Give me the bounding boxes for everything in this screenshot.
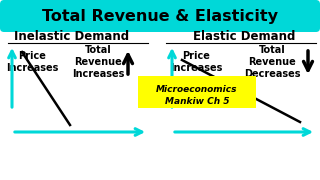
Text: Total
Revenue
Decreases: Total Revenue Decreases — [244, 45, 300, 79]
Text: Total
Revenue
Increases: Total Revenue Increases — [72, 45, 124, 79]
Text: Total Revenue & Elasticity: Total Revenue & Elasticity — [42, 8, 278, 24]
Text: Microeconomics: Microeconomics — [156, 86, 238, 94]
FancyBboxPatch shape — [0, 0, 320, 32]
Text: Mankiw Ch 5: Mankiw Ch 5 — [165, 96, 229, 105]
Text: Price
Increases: Price Increases — [6, 51, 58, 73]
Text: Elastic Demand: Elastic Demand — [193, 30, 295, 44]
Text: Price
Increases: Price Increases — [170, 51, 222, 73]
Text: Inelastic Demand: Inelastic Demand — [14, 30, 130, 44]
FancyBboxPatch shape — [138, 76, 256, 108]
